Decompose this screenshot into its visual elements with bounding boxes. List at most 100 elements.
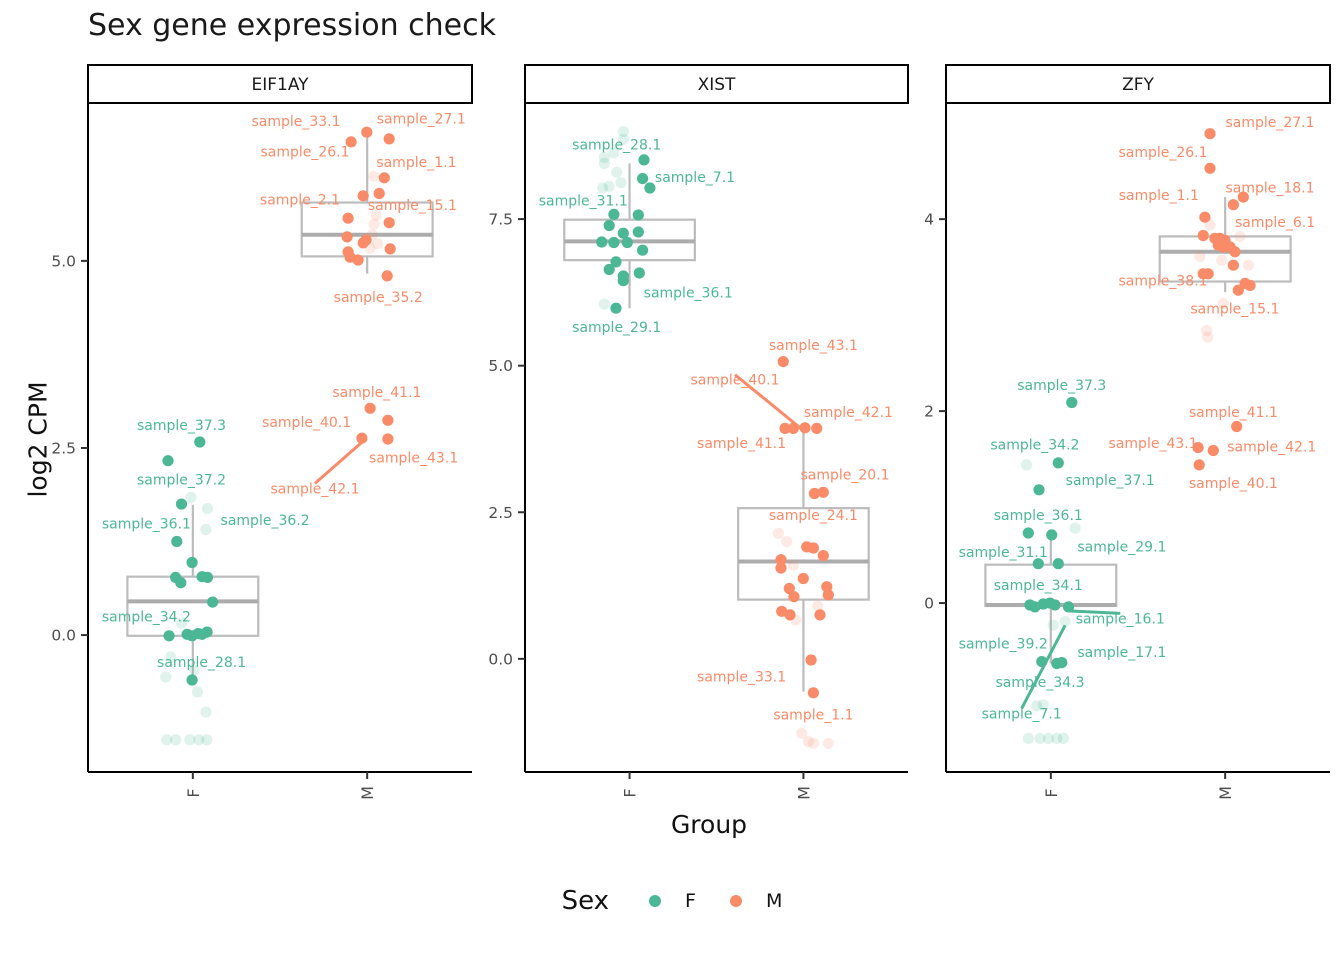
data-point bbox=[171, 535, 183, 548]
data-point bbox=[637, 173, 649, 185]
data-point bbox=[1069, 522, 1081, 534]
legend-entry-label: M bbox=[765, 890, 783, 912]
legend-entry-M: M bbox=[729, 890, 783, 912]
data-point bbox=[162, 455, 174, 467]
data-point bbox=[637, 244, 649, 256]
data-point bbox=[357, 237, 369, 249]
data-point bbox=[1034, 732, 1046, 745]
data-point bbox=[1032, 558, 1044, 570]
data-point bbox=[1227, 199, 1239, 211]
data-point bbox=[807, 687, 820, 699]
data-point bbox=[1056, 657, 1068, 669]
sample-label: sample_29.1 bbox=[1077, 539, 1166, 555]
data-point bbox=[610, 256, 622, 268]
sample-label: sample_36.1 bbox=[994, 508, 1083, 524]
sample-label: sample_31.1 bbox=[539, 193, 628, 209]
sample-label: sample_6.1 bbox=[1235, 215, 1315, 231]
facet-strip-label: ZFY bbox=[1122, 75, 1154, 95]
sample-label: sample_40.1 bbox=[262, 415, 351, 431]
sample-label: sample_1.1 bbox=[1119, 188, 1199, 204]
data-point bbox=[1194, 251, 1206, 263]
y-tick-label: 5.0 bbox=[488, 357, 513, 375]
data-point bbox=[188, 664, 200, 676]
sample-label: sample_38.1 bbox=[1118, 274, 1207, 290]
data-point bbox=[175, 498, 188, 510]
data-point bbox=[817, 550, 829, 562]
data-point bbox=[368, 218, 380, 230]
sample-label: sample_33.1 bbox=[697, 669, 786, 685]
data-point bbox=[598, 151, 610, 164]
data-point bbox=[185, 491, 197, 503]
data-point bbox=[1022, 732, 1034, 745]
facet-strip bbox=[524, 64, 909, 104]
data-point bbox=[1052, 558, 1064, 570]
data-point bbox=[356, 432, 368, 444]
data-point bbox=[191, 686, 204, 698]
sample-label: sample_7.1 bbox=[655, 170, 735, 186]
data-point bbox=[632, 209, 644, 221]
data-point bbox=[633, 267, 645, 279]
sample-label: sample_42.1 bbox=[270, 481, 359, 497]
y-tick-label: 4 bbox=[924, 211, 934, 229]
y-tick-label: 2 bbox=[924, 403, 934, 421]
data-point bbox=[201, 503, 214, 515]
data-point bbox=[617, 133, 629, 145]
data-point bbox=[603, 219, 615, 232]
data-point bbox=[796, 727, 808, 739]
data-point bbox=[373, 187, 385, 200]
facet-strip-label: EIF1AY bbox=[251, 75, 309, 95]
data-point bbox=[1227, 259, 1239, 271]
sample-label: sample_1.1 bbox=[773, 708, 853, 724]
sample-label: sample_36.1 bbox=[102, 517, 191, 533]
data-point bbox=[617, 126, 629, 138]
sample-label: sample_39.2 bbox=[959, 636, 1048, 652]
data-point bbox=[170, 734, 182, 746]
data-point bbox=[200, 706, 212, 718]
sample-label: sample_28.1 bbox=[572, 138, 661, 154]
data-point bbox=[783, 582, 795, 595]
data-point bbox=[805, 654, 817, 666]
label-leader-line bbox=[1020, 624, 1067, 710]
data-point bbox=[1231, 420, 1243, 433]
sample-label: sample_20.1 bbox=[800, 468, 889, 484]
data-point bbox=[383, 217, 395, 229]
data-point bbox=[1199, 211, 1211, 223]
sample-label: sample_33.1 bbox=[251, 114, 340, 130]
data-point bbox=[186, 674, 198, 686]
data-point bbox=[161, 734, 173, 746]
sample-label: sample_41.1 bbox=[697, 436, 786, 452]
data-point bbox=[784, 609, 796, 621]
data-point bbox=[1031, 700, 1043, 712]
facet-strip bbox=[87, 64, 473, 104]
data-point bbox=[382, 433, 394, 445]
data-point bbox=[1046, 529, 1058, 541]
sample-label: sample_42.1 bbox=[804, 405, 893, 421]
data-point bbox=[341, 231, 353, 243]
sample-label: sample_40.1 bbox=[1189, 476, 1278, 492]
data-point bbox=[644, 182, 656, 194]
data-point bbox=[1057, 732, 1069, 745]
data-point bbox=[383, 133, 395, 145]
sample-label: sample_2.1 bbox=[260, 193, 340, 209]
data-point bbox=[1207, 444, 1219, 457]
sample-label: sample_34.3 bbox=[995, 675, 1084, 691]
data-point bbox=[808, 487, 821, 500]
data-point bbox=[200, 523, 212, 536]
data-point bbox=[777, 356, 789, 368]
x-tick-label: F bbox=[621, 788, 640, 797]
data-point bbox=[632, 226, 644, 238]
legend: Sex F M bbox=[0, 886, 1344, 916]
data-point bbox=[1204, 162, 1216, 174]
data-point bbox=[1204, 128, 1216, 140]
data-point bbox=[817, 486, 829, 498]
y-axis-title: log2 CPM bbox=[23, 381, 53, 498]
sample-label: sample_28.1 bbox=[157, 655, 246, 671]
data-point bbox=[175, 577, 187, 589]
sample-label: sample_43.1 bbox=[1109, 436, 1198, 452]
data-point bbox=[186, 556, 198, 569]
data-point bbox=[608, 208, 620, 220]
data-point bbox=[1037, 699, 1049, 711]
legend-key-dot bbox=[649, 895, 662, 907]
